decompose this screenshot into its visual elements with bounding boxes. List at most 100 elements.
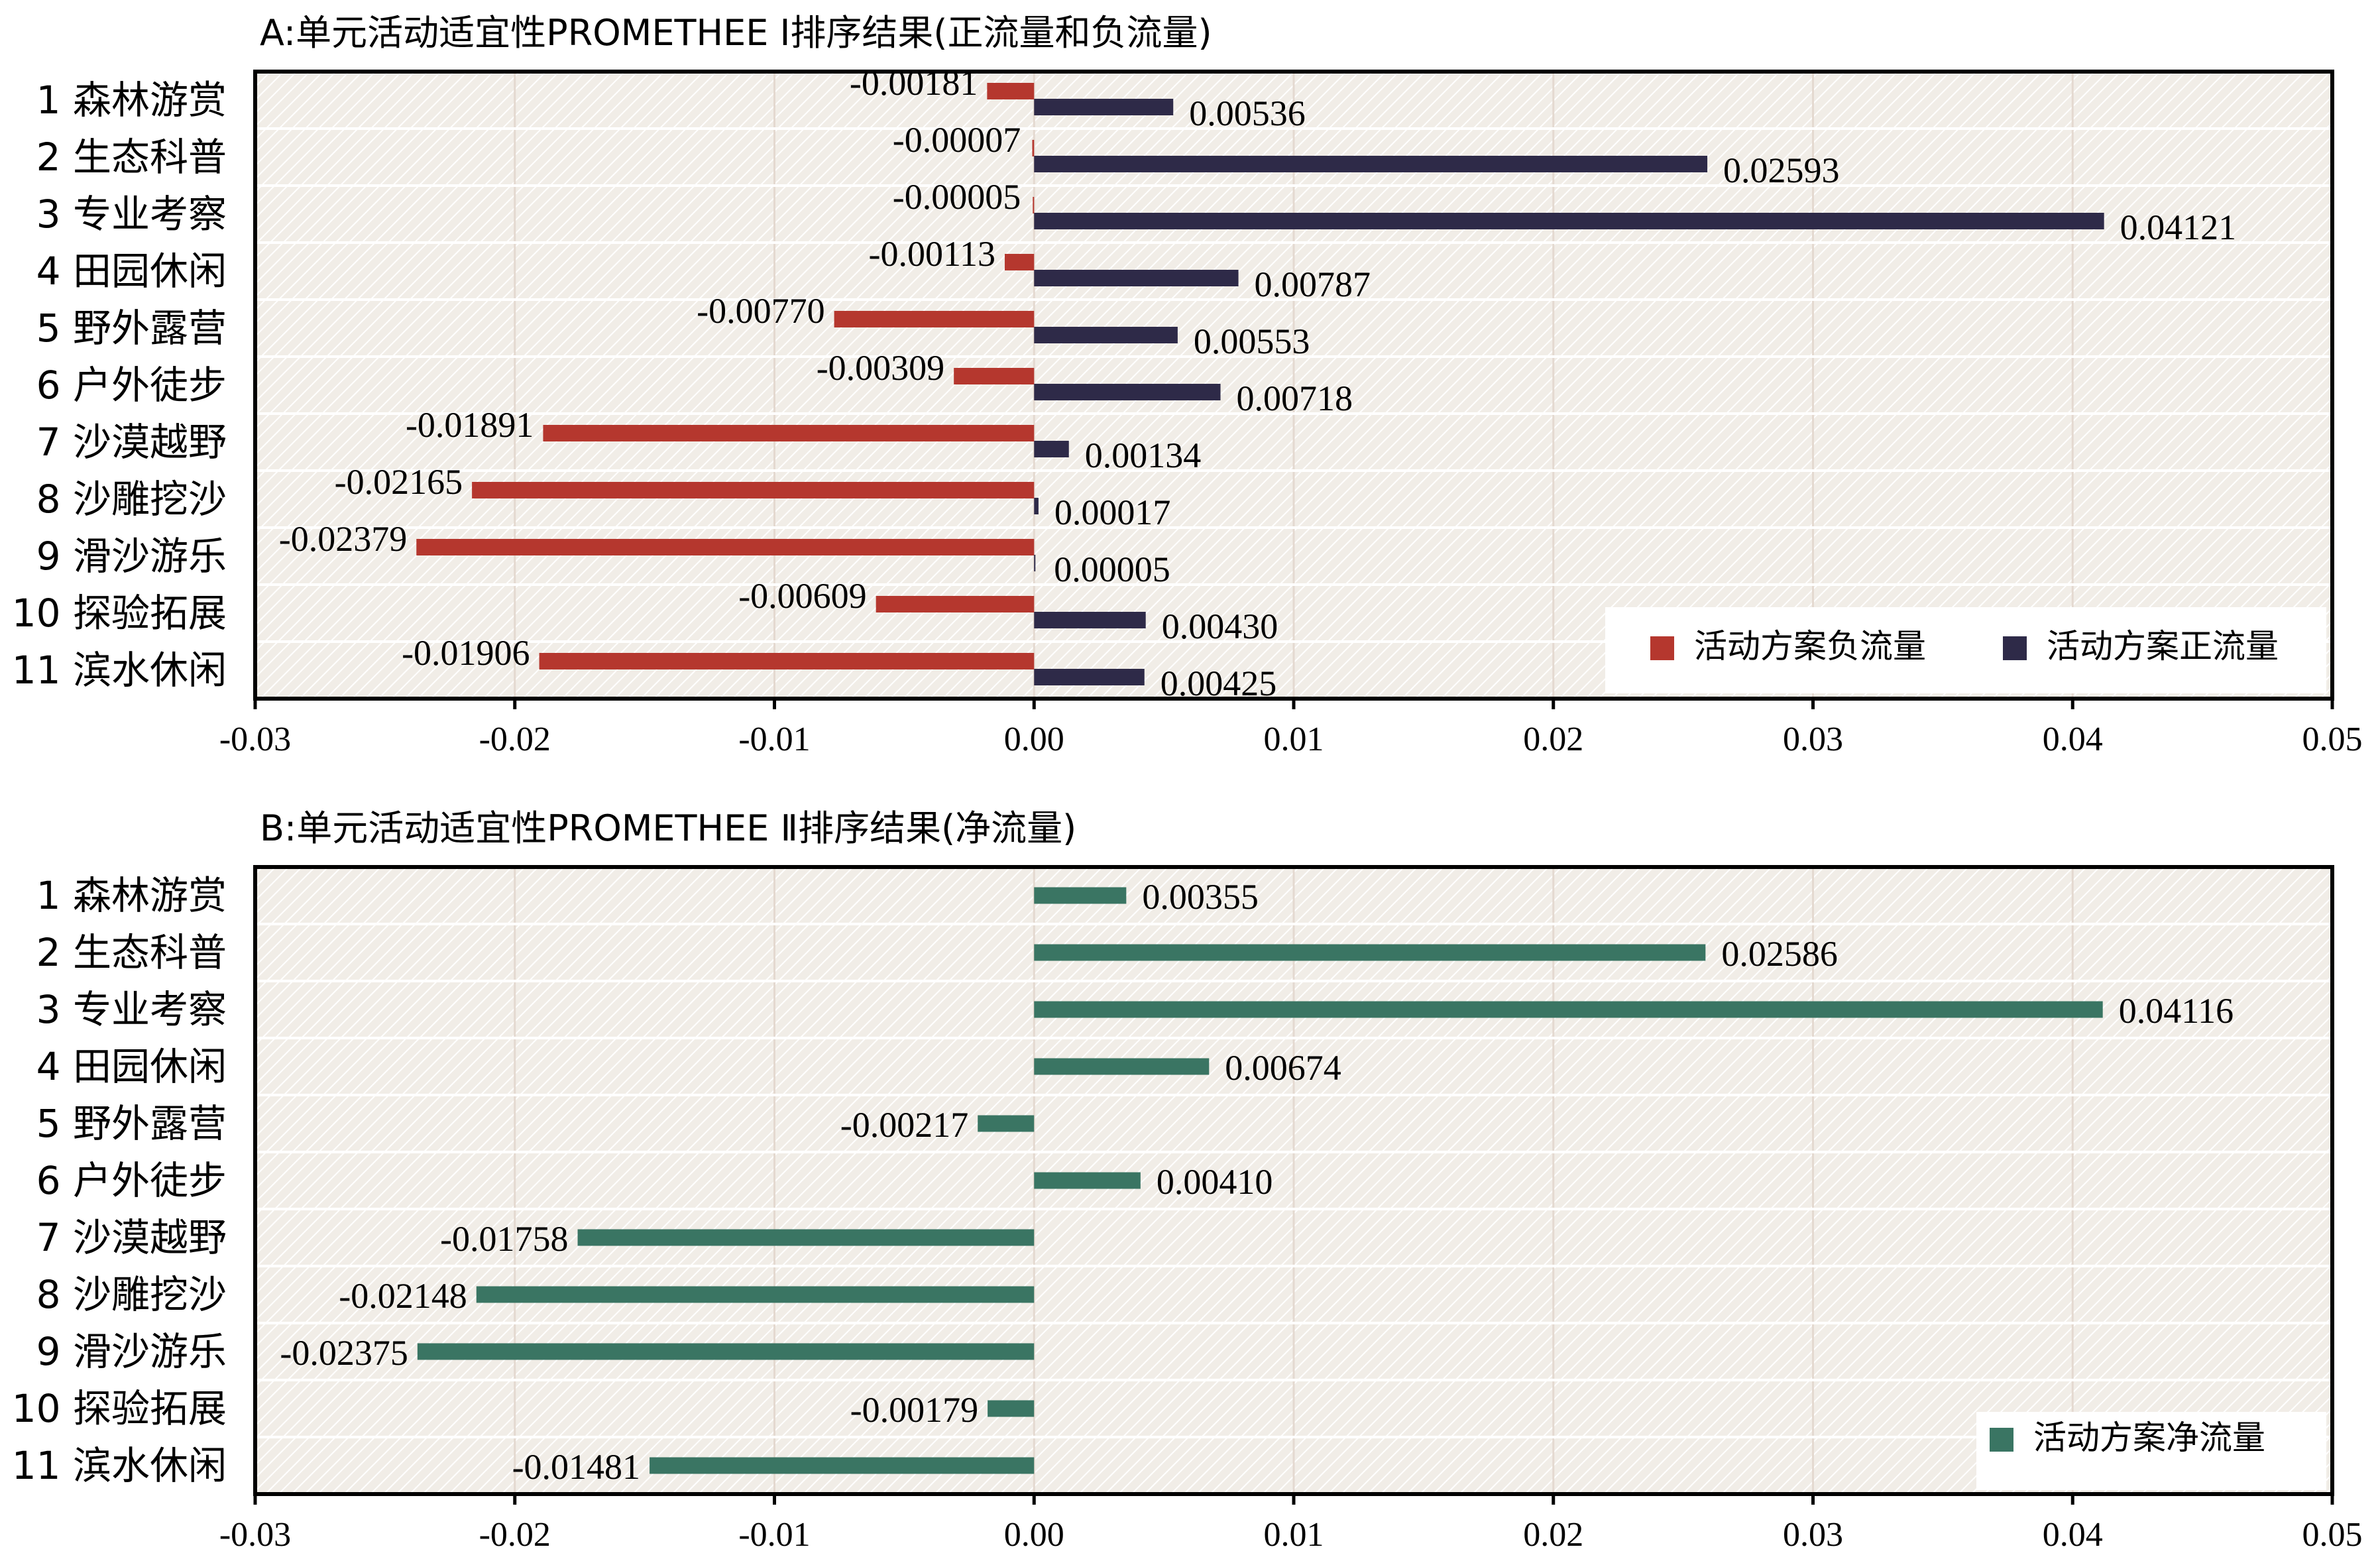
bar-value-label: -0.00005	[893, 177, 1021, 217]
category-label: 6 户外徒步	[36, 1158, 227, 1203]
bar	[978, 1115, 1035, 1132]
bar	[472, 482, 1035, 498]
legend-swatch-positive	[2003, 636, 2027, 660]
bar-value-label: 0.00410	[1157, 1162, 1273, 1202]
bar	[417, 1343, 1035, 1360]
category-label: 7 沙漠越野	[36, 420, 227, 465]
legend-label-negative: 活动方案负流量	[1694, 627, 1926, 666]
bar-value-label: -0.00007	[893, 120, 1021, 160]
bar-value-label: -0.00217	[840, 1105, 968, 1145]
legend-swatch-negative	[1650, 636, 1674, 660]
category-label: 4 田园休闲	[36, 249, 227, 294]
x-tick-label: -0.02	[479, 1516, 551, 1554]
bar-value-label: 0.00005	[1054, 550, 1170, 589]
bar-value-label: 0.02586	[1721, 934, 1838, 974]
bar-value-label: 0.00355	[1142, 877, 1259, 917]
x-tick-label: 0.02	[1523, 1516, 1583, 1554]
bar-value-label: -0.02375	[280, 1333, 408, 1373]
x-axis-ticks-a: -0.03 -0.02 -0.01 0.00 0.01 0.02 0.03 0.04 0.05	[219, 699, 2363, 758]
legend-box-b	[1976, 1412, 2326, 1490]
bar-value-label: 0.00536	[1189, 93, 1306, 133]
bar	[1034, 156, 1708, 172]
legend-box-a	[1605, 607, 2326, 693]
category-label: 10 探验拓展	[12, 591, 227, 636]
bar-value-label: -0.00309	[817, 348, 944, 388]
bar	[1034, 944, 1706, 961]
bar	[1034, 887, 1127, 904]
bar	[1034, 1001, 2103, 1018]
category-label: 9 滑沙游乐	[36, 1329, 227, 1374]
bars-a	[416, 83, 2104, 685]
category-label: 2 生态科普	[36, 930, 227, 975]
chart-panel-a: A:单元活动适宜性PROMETHEE Ⅰ排序结果(正流量和负流量) -0.001…	[12, 12, 2363, 758]
bar	[543, 425, 1035, 441]
bars-b	[417, 887, 2103, 1474]
bar	[834, 311, 1035, 327]
chart-panel-b: B:单元活动适宜性PROMETHEE Ⅱ排序结果(净流量) 0.003550.0…	[12, 807, 2363, 1554]
x-tick-label: 0.03	[1783, 1516, 1843, 1554]
bar-value-label: -0.00770	[697, 291, 824, 331]
category-labels-a: 1 森林游赏 2 生态科普 3 专业考察 4 田园休闲 5 野外露营 6 户外徒步 7 沙漠…	[12, 78, 227, 693]
category-label: 3 专业考察	[36, 192, 227, 237]
bar	[1033, 197, 1035, 213]
bar-value-label: 0.00674	[1225, 1048, 1341, 1088]
bar	[1034, 99, 1174, 115]
x-tick-label: 0.00	[1004, 1516, 1064, 1554]
bar	[876, 596, 1035, 612]
x-tick-label: 0.01	[1264, 1516, 1324, 1554]
x-tick-label: 0.02	[1523, 721, 1583, 758]
category-label: 11 滨水休闲	[12, 648, 227, 693]
bar-value-label: 0.00553	[1194, 321, 1310, 361]
bar	[1032, 140, 1035, 156]
bar	[954, 368, 1035, 384]
bar	[1034, 441, 1069, 457]
category-label: 11 滨水休闲	[12, 1443, 227, 1488]
x-tick-label: 0.05	[2302, 1516, 2363, 1554]
category-label: 4 田园休闲	[36, 1044, 227, 1089]
x-tick-label: 0.01	[1264, 721, 1324, 758]
bar	[1004, 254, 1035, 270]
legend-a: 活动方案负流量 活动方案正流量	[1605, 607, 2326, 693]
category-label: 9 滑沙游乐	[36, 534, 227, 579]
category-label: 7 沙漠越野	[36, 1215, 227, 1260]
bar-value-label: 0.04116	[2119, 991, 2234, 1031]
bar	[476, 1286, 1035, 1303]
bar-value-label: 0.00134	[1085, 435, 1202, 475]
bar	[1034, 669, 1145, 685]
bar-value-label: 0.04121	[2120, 207, 2237, 247]
bar-value-label: -0.01906	[402, 633, 530, 673]
bar	[416, 539, 1035, 555]
bar-value-label: -0.02379	[279, 519, 407, 559]
bar-value-label: -0.01891	[406, 405, 534, 445]
bar-value-label: -0.00113	[868, 234, 995, 274]
x-axis-ticks-b: -0.03 -0.02 -0.01 0.00 0.01 0.02 0.03 0.04 0.05	[219, 1494, 2363, 1554]
bar	[1034, 498, 1039, 514]
bar-value-label: 0.00718	[1237, 378, 1353, 418]
category-label: 8 沙雕挖沙	[36, 1272, 227, 1317]
bar	[1034, 555, 1036, 571]
bar	[1034, 1172, 1141, 1189]
bar-value-label: 0.00017	[1054, 492, 1171, 532]
category-labels-b: 1 森林游赏 2 生态科普 3 专业考察 4 田园休闲 5 野外露营 6 户外徒步 7 沙漠…	[12, 873, 227, 1488]
x-tick-label: -0.03	[219, 721, 291, 758]
x-tick-label: 0.04	[2043, 721, 2103, 758]
bar	[988, 1400, 1035, 1417]
bar	[1034, 612, 1146, 628]
category-label: 2 生态科普	[36, 135, 227, 180]
bar	[539, 653, 1035, 669]
legend-label-net: 活动方案净流量	[2033, 1418, 2265, 1457]
x-tick-label: -0.01	[738, 721, 810, 758]
x-tick-label: 0.05	[2302, 721, 2363, 758]
category-label: 1 森林游赏	[36, 78, 227, 123]
legend-swatch-net	[1990, 1428, 2013, 1452]
category-label: 5 野外露营	[36, 306, 227, 351]
category-label: 1 森林游赏	[36, 873, 227, 918]
legend-label-positive: 活动方案正流量	[2047, 627, 2279, 666]
chart-title-a: A:单元活动适宜性PROMETHEE Ⅰ排序结果(正流量和负流量)	[260, 12, 1212, 54]
bar	[1034, 327, 1178, 343]
category-label: 3 专业考察	[36, 987, 227, 1032]
x-tick-label: -0.03	[219, 1516, 291, 1554]
bar-value-label: -0.00181	[850, 63, 978, 103]
bar-labels-b: 0.00355 0.02586 0.04116 0.00674 -0.00217 0.00…	[280, 877, 2234, 1487]
